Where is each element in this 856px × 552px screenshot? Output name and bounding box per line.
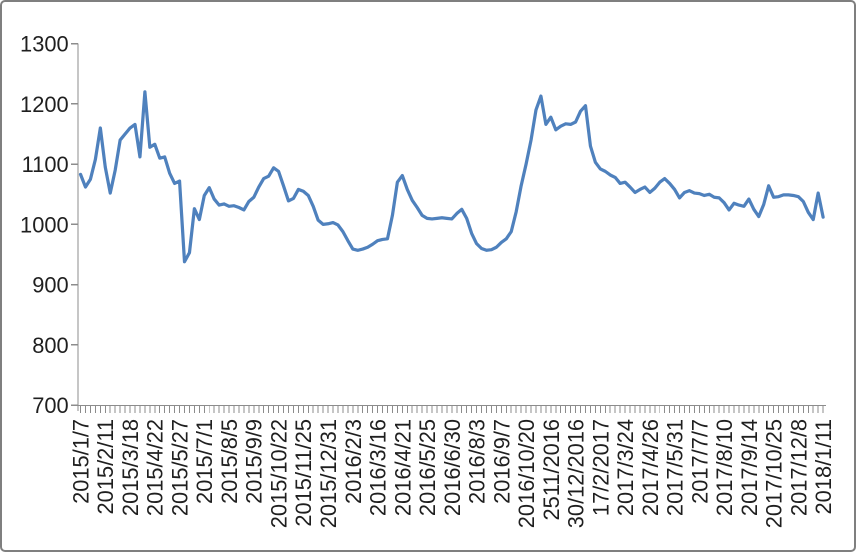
x-tick-label: 2015/2/11 [93,419,118,515]
x-tick-label: 2015/3/18 [118,419,143,516]
x-tick-label: 2015/7/1 [192,419,217,504]
x-tick-label: 30/12/2016 [564,419,589,528]
x-tick-label: 2015/5/27 [167,419,192,516]
x-tick-label: 2015/9/9 [242,419,267,504]
x-tick-label: 2015/10/22 [266,419,291,528]
y-tick-label: 1200 [20,92,69,117]
x-tick-label: 2017/5/31 [663,419,688,516]
x-tick-label: 2015/1/7 [68,419,93,504]
y-tick-label: 800 [32,333,68,358]
x-tick-label: 2016/2/3 [341,419,366,504]
x-tick-label: 2016/6/30 [440,419,465,516]
x-tick-label: 2016/5/25 [415,419,440,516]
x-tick-label: 2017/4/26 [638,419,663,516]
x-tick-label: 17/2/2017 [588,419,613,516]
x-tick-label: 2017/8/10 [712,419,737,516]
x-tick-label: 2511/2016 [539,419,564,521]
x-tick-label: 2016/4/21 [390,419,415,516]
x-tick-label: 2015/11/25 [291,419,316,527]
x-tick-label: 2015/12/31 [316,419,341,528]
y-tick-label: 1000 [20,212,69,237]
y-tick-label: 1300 [20,32,69,57]
x-tick-label: 2017/7/7 [687,419,712,504]
x-tick-label: 2016/10/20 [514,419,539,528]
x-tick-label: 2017/12/8 [786,419,811,516]
x-tick-label: 2017/3/24 [613,419,638,516]
series-line [78,90,825,264]
x-tick-label: 2016/3/16 [366,419,391,516]
x-tick-label: 2016/8/3 [465,419,490,504]
x-tick-label: 2015/8/5 [217,419,242,504]
x-tick-label: 2015/4/22 [143,419,168,516]
x-tick-label: 2016/9/7 [489,419,514,504]
y-tick-label: 900 [32,273,68,298]
x-tick-label: 2017/9/14 [737,419,762,516]
y-tick-label: 1100 [22,152,69,177]
x-tick-label: 2017/10/25 [762,419,787,528]
x-tick-label: 2018/1/11 [811,419,836,515]
y-tick-label: 700 [32,393,68,418]
